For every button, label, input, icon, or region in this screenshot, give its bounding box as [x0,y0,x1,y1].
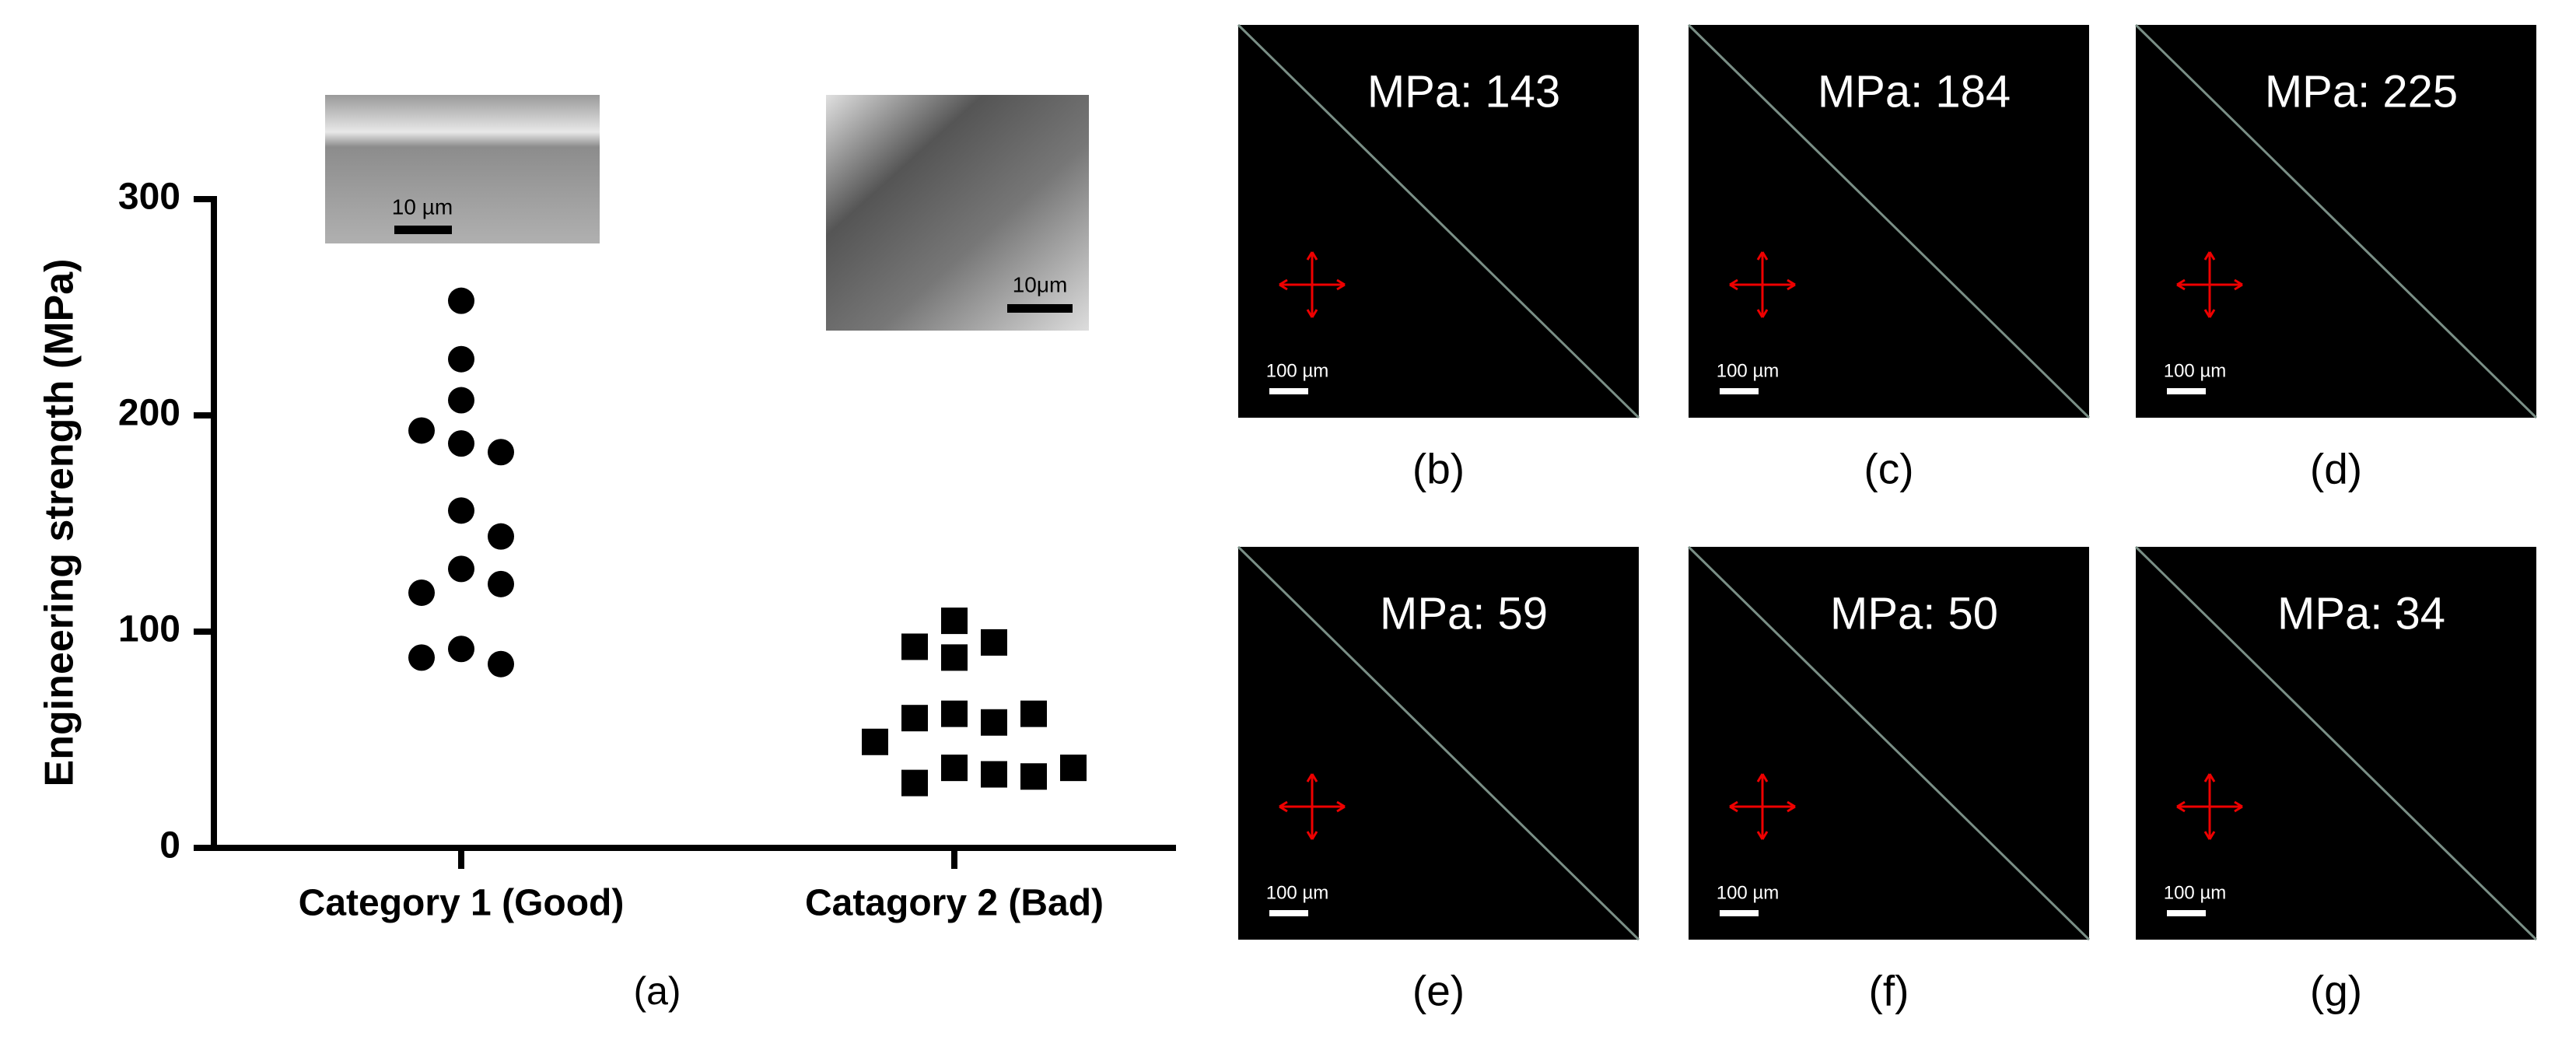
panel-label: (c) [1864,445,1913,493]
y-tick-label: 0 [159,825,180,867]
polarizer-arrows [1279,251,1346,318]
scale-text: 100 µm [2164,882,2227,903]
panel-label: (f) [1869,967,1909,1015]
point [862,728,888,755]
inset-scale-text: 10 µm [392,194,453,219]
point [941,608,968,635]
fiber [1237,545,1640,941]
point [448,430,474,457]
point [981,709,1007,736]
polarizer-arrows [1729,773,1796,840]
fiber [2134,545,2538,941]
x-tick-label: Category 1 (Good) [299,883,625,924]
point [488,570,514,597]
inset-image [826,95,1089,331]
panel-label: (a) [633,969,681,1013]
point [448,555,474,583]
scale-bar [2167,910,2206,916]
fiber [1687,545,2091,941]
point [981,761,1007,788]
point [448,497,474,524]
point [901,705,928,732]
point [408,417,435,444]
scale-bar [1720,388,1759,394]
stress-text: MPa: 34 [2277,588,2445,639]
point [901,633,928,660]
point [941,644,968,671]
polarizer-arrows [2176,251,2243,318]
scale-text: 100 µm [1266,882,1329,903]
y-tick-label: 200 [118,393,180,434]
point [488,523,514,550]
point [488,439,514,466]
stress-text: MPa: 59 [1380,588,1548,639]
point [1020,763,1047,790]
point [448,636,474,663]
point [941,700,968,727]
point [901,769,928,797]
scale-bar [1269,388,1308,394]
fiber [2134,23,2538,419]
point [408,644,435,671]
fiber [1237,23,1640,419]
y-tick-label: 300 [118,177,180,218]
point [981,629,1007,656]
scale-text: 100 µm [1717,882,1780,903]
scale-text: 100 µm [2164,360,2227,381]
x-tick-label: Catagory 2 (Bad) [805,883,1104,924]
y-tick-label: 100 [118,609,180,650]
panel-label: (g) [2310,967,2362,1015]
scale-text: 100 µm [1717,360,1780,381]
scale-text: 100 µm [1266,360,1329,381]
fiber [1687,23,2091,419]
point [448,387,474,414]
scale-bar [2167,388,2206,394]
scale-bar [1269,910,1308,916]
inset-scale-bar [1007,304,1073,313]
polarizer-arrows [1279,773,1346,840]
panel-label: (b) [1412,445,1465,493]
panel-label: (e) [1412,967,1465,1015]
point [448,287,474,314]
inset-scale-bar [394,226,452,234]
y-axis-label: Engineering strength (MPa) [37,259,82,787]
scale-bar [1720,910,1759,916]
point [448,345,474,373]
point [1020,700,1047,727]
polarizer-arrows [2176,773,2243,840]
stress-text: MPa: 50 [1830,588,1998,639]
point [941,755,968,782]
point [488,650,514,678]
point [1060,755,1087,782]
point [408,579,435,606]
inset-image [325,95,600,243]
inset-scale-text: 10μm [1013,272,1068,296]
stress-text: MPa: 143 [1367,66,1560,117]
panel-label: (d) [2310,445,2362,493]
stress-text: MPa: 225 [2265,66,2458,117]
stress-text: MPa: 184 [1818,66,2011,117]
polarizer-arrows [1729,251,1796,318]
